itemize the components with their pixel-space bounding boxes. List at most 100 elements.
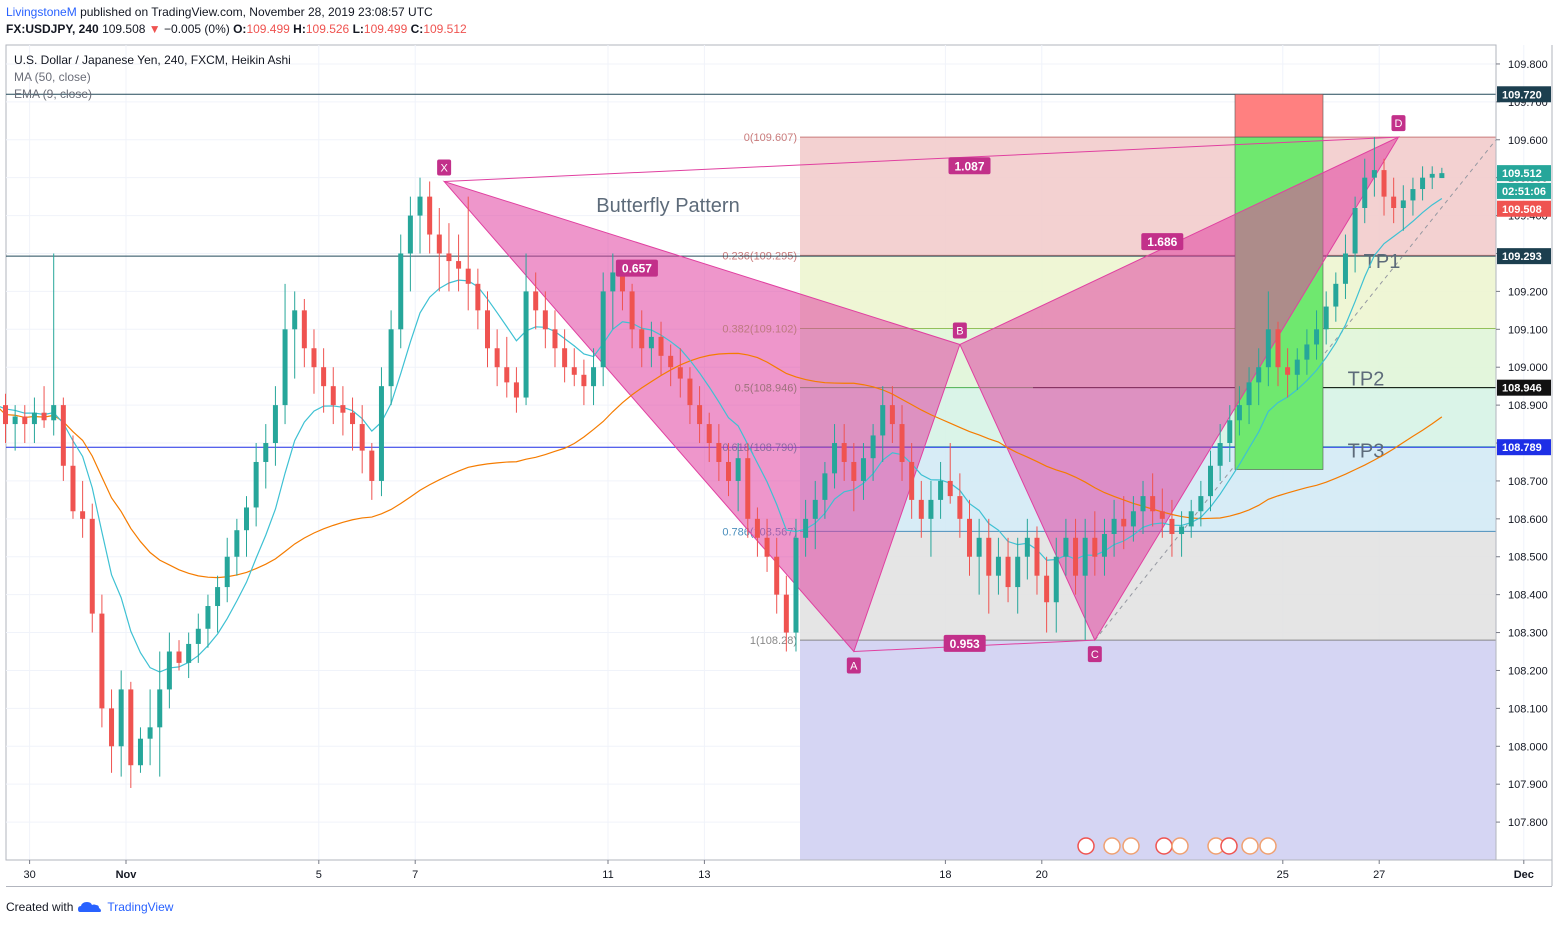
chart-bottom-border (6, 886, 1552, 887)
pattern-point-badge (1087, 646, 1102, 663)
candle-down (350, 412, 356, 425)
candle-down (774, 556, 780, 595)
time-tick-label: 30 (23, 869, 35, 881)
candle-up (166, 651, 172, 690)
chart-legend: U.S. Dollar / Japanese Yen, 240, FXCM, H… (14, 52, 291, 103)
current-price-tag (1497, 165, 1551, 182)
candle-up (1063, 537, 1069, 557)
candle-down (513, 382, 519, 398)
candle-down (957, 496, 963, 519)
candle-down (629, 291, 635, 330)
price-tick-label: 107.800 (1508, 817, 1548, 829)
candle-up (1362, 177, 1368, 208)
candle-down (475, 283, 481, 311)
ratio-badge (948, 157, 991, 175)
legend-ema[interactable]: EMA (9, close) (14, 87, 93, 101)
candle-up (591, 367, 597, 387)
candle-up (417, 196, 423, 216)
candle-up (1400, 200, 1406, 208)
price-tag-label: 109.720 (1502, 89, 1542, 101)
footer-created: Created with (6, 900, 74, 914)
candle-up (378, 386, 384, 481)
ratio-label: 0.953 (950, 637, 980, 651)
candle-down (3, 405, 8, 425)
ratio-label: 1.686 (1147, 235, 1177, 249)
ohlc-line: FX:USDJPY, 240 109.508 ▼ −0.005 (0%) O:1… (6, 22, 467, 36)
candle-up (1410, 189, 1416, 201)
candle-up (1140, 496, 1146, 512)
candle-up (12, 416, 18, 425)
candle-up (1082, 537, 1088, 576)
candle-down (494, 348, 500, 368)
candle-up (938, 480, 944, 500)
candle-up (205, 606, 211, 629)
current-price-label: 109.508 (1502, 204, 1542, 216)
footer: Created with TradingView (6, 900, 173, 914)
candle-up (1294, 359, 1300, 375)
ratio-label: 1.087 (954, 159, 984, 173)
candle-up (928, 499, 934, 519)
tradingview-link[interactable]: TradingView (107, 900, 174, 914)
author-link[interactable]: LivingstoneM (6, 5, 77, 19)
candle-up (1323, 306, 1329, 330)
candle-up (388, 329, 394, 387)
candle-up (1420, 177, 1426, 190)
candle-up (1208, 465, 1213, 497)
candle-down (485, 310, 490, 349)
time-tick-label: 7 (412, 869, 418, 881)
candle-down (967, 518, 972, 557)
candle-up (282, 329, 288, 406)
candle-down (1044, 575, 1050, 603)
candle-up (118, 689, 124, 747)
pattern-point-label: X (440, 162, 448, 174)
candle-up (195, 628, 201, 644)
candle-down (504, 367, 510, 383)
price-tick-label: 108.700 (1508, 476, 1548, 488)
candle-up (244, 507, 249, 531)
candle-up (1371, 170, 1377, 178)
candle-down (552, 329, 558, 349)
pattern-point-label: C (1091, 649, 1099, 661)
event-icon (1220, 837, 1238, 855)
close-value: 109.512 (423, 22, 467, 36)
candle-up (600, 291, 606, 368)
candle-down (716, 443, 722, 462)
price-tick-label: 109.800 (1508, 59, 1548, 71)
symbol-label: FX:USDJPY, 240 (6, 22, 99, 36)
legend-ma[interactable]: MA (50, close) (14, 70, 91, 84)
take-profit-label: TP1 (1364, 251, 1401, 273)
time-tick-label: 25 (1277, 869, 1289, 881)
candle-up (398, 253, 404, 330)
price-change: −0.005 (0%) (164, 22, 230, 36)
event-icon (1171, 837, 1189, 855)
candle-down (1381, 170, 1387, 197)
candle-up (1015, 556, 1021, 588)
candle-down (1121, 518, 1127, 527)
candle-down (321, 367, 327, 387)
candle-down (301, 310, 307, 349)
candle-down (1034, 537, 1040, 576)
candle-up (1304, 344, 1310, 360)
ratio-badge (943, 634, 986, 652)
current-price-label: 02:51:06 (1502, 186, 1546, 198)
candle-up (812, 499, 818, 519)
candle-down (330, 386, 336, 406)
candle-up (1111, 518, 1117, 534)
price-tick-label: 107.900 (1508, 779, 1548, 791)
price-tick-label: 108.500 (1508, 552, 1548, 564)
price-chart[interactable]: 0(109.607)0.236(109.295)0.382(109.102)0.… (0, 40, 1560, 892)
candle-up (157, 689, 163, 728)
candle-up (1352, 208, 1358, 254)
candle-up (1342, 253, 1348, 284)
position-stop-zone (1234, 93, 1324, 138)
event-icon (1259, 837, 1277, 855)
price-tick-label: 108.000 (1508, 741, 1548, 753)
candle-up (523, 291, 529, 398)
publish-info: published on TradingView.com, November 2… (80, 5, 433, 19)
close-label: C: (410, 22, 424, 36)
candle-up (995, 556, 1001, 576)
price-tag-label: 108.946 (1502, 383, 1542, 395)
candle-up (1053, 556, 1059, 603)
candle-up (860, 458, 866, 481)
candle-down (1391, 196, 1397, 208)
